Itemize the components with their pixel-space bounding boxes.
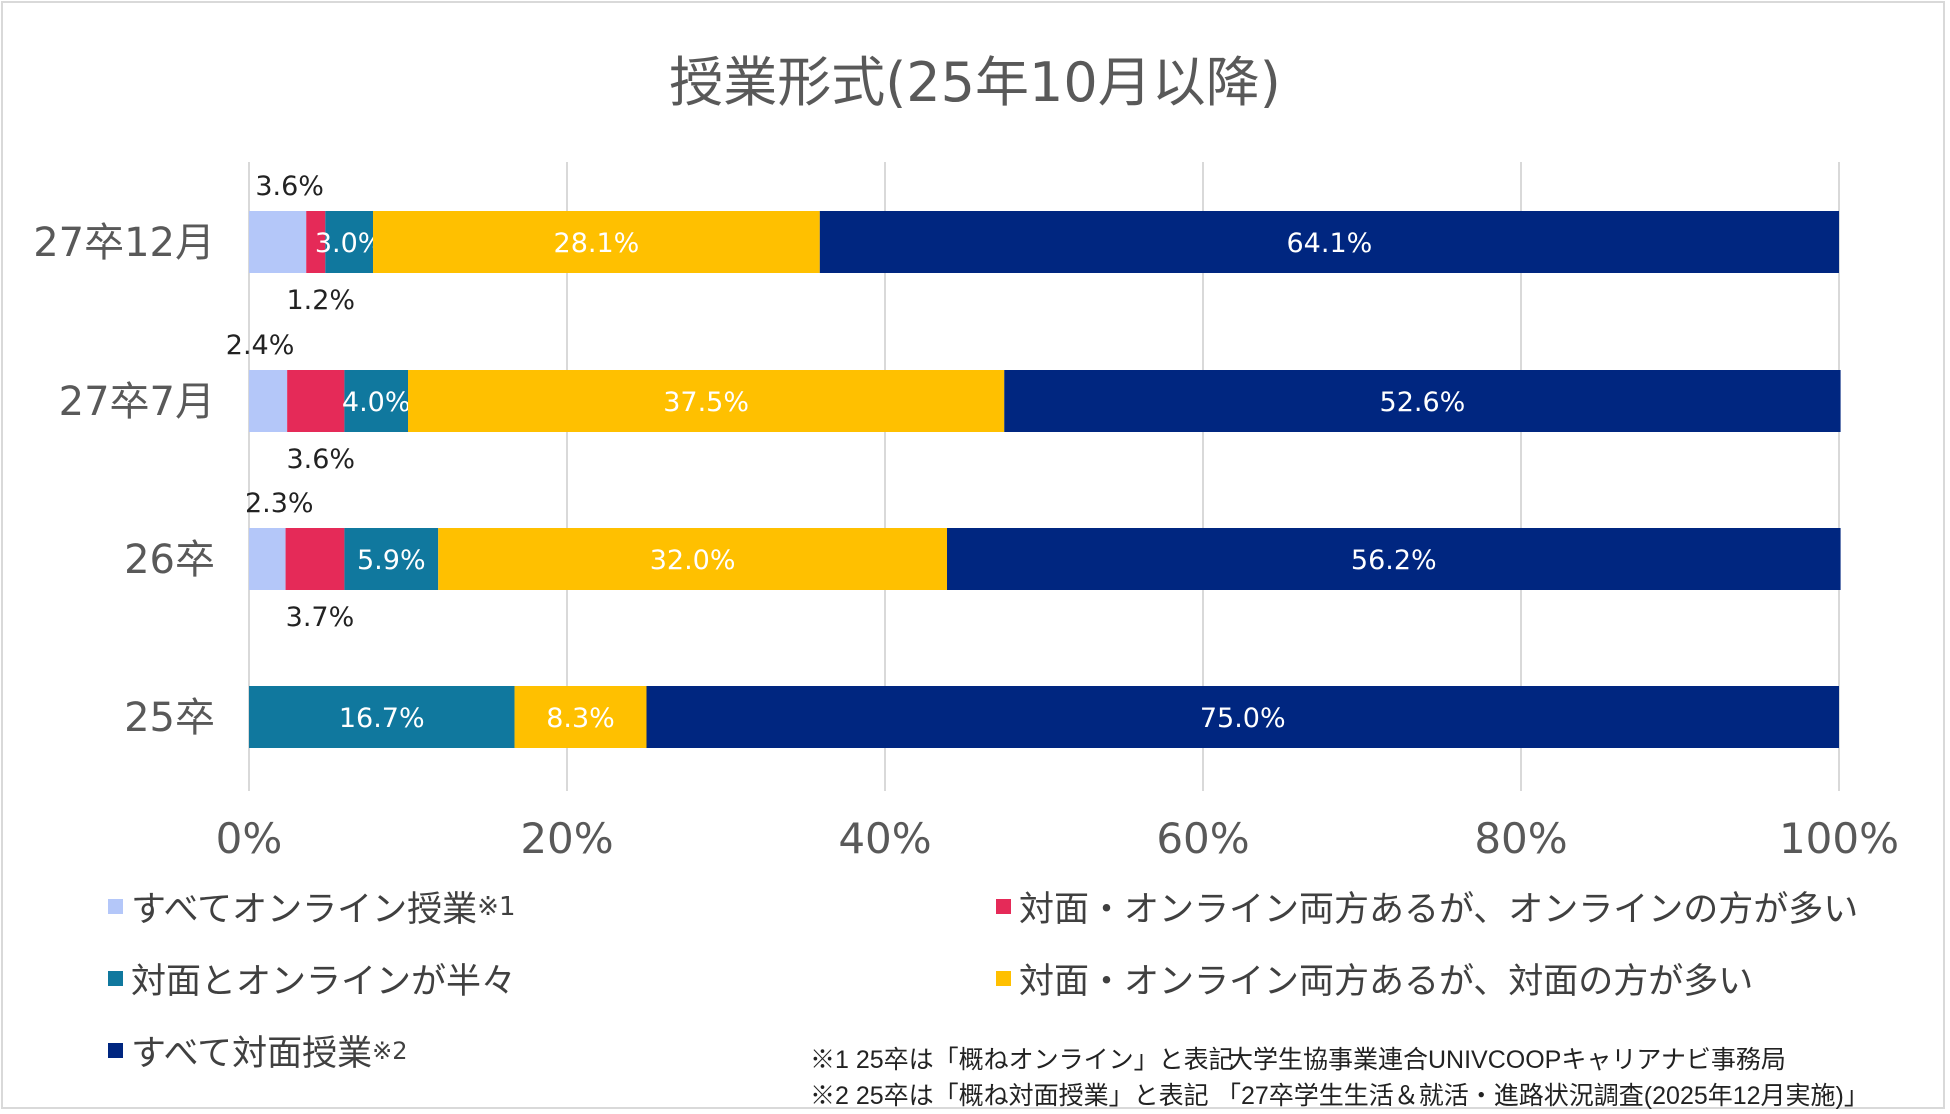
data-label: 28.1% [554,228,640,259]
data-label: 1.2% [286,285,355,316]
x-tick-label: 20% [520,814,613,863]
legend-label: 対面・オンライン両方あるが、対面の方が多い [1019,962,1754,1002]
legend-note: ※2 [372,1036,408,1065]
legend-label: 対面・オンライン両方あるが、オンラインの方が多い [1019,890,1859,930]
source-organization: 大学生協事業連合UNIVCOOPキャリアナビ事務局 [1228,1046,1786,1074]
source-survey: 「27卒学生生活＆就活・進路状況調査(2025年12月実施)」 [1216,1082,1869,1110]
bar-segment [373,211,820,273]
chart-title: 授業形式(25年10月以降) [669,51,1281,114]
legend-note: ※1 [477,891,516,922]
x-tick-label: 80% [1474,814,1567,863]
data-label: 4.0% [342,387,411,418]
data-label: 52.6% [1380,387,1466,418]
legend-swatch [108,1043,123,1058]
bar-segment [249,211,307,273]
data-label: 64.1% [1287,228,1373,259]
category-label: 25卒 [124,695,215,741]
footnote-2: ※2 25卒は「概ね対面授業」と表記 [810,1082,1209,1110]
legend-swatch [996,971,1011,986]
data-label: 75.0% [1200,703,1286,734]
data-label: 3.7% [286,602,355,633]
data-label: 32.0% [650,545,736,576]
data-label: 2.3% [245,488,314,519]
legend-item-all-online: すべてオンライン授業 ※1 [108,881,515,932]
legend-label: 対面とオンラインが半々 [131,962,517,1002]
legend-item-mostly-online: 対面・オンライン両方あるが、オンラインの方が多い [996,881,1858,932]
legend-item-half: 対面とオンラインが半々 [108,953,516,1004]
data-label: 3.0% [315,228,384,259]
x-tick-label: 60% [1156,814,1249,863]
bar-segment [408,370,1005,432]
data-label: 56.2% [1351,545,1437,576]
bar-segment [344,528,439,590]
category-label: 26卒 [124,537,215,583]
legend-item-all-inperson: すべて対面授業 ※2 [108,1025,408,1076]
bar-segment [285,528,345,590]
legend-swatch [108,899,123,914]
bar-segment [646,686,1839,748]
legend-swatch [108,971,123,986]
bar-segment [438,528,948,590]
bar-segment [344,370,408,432]
x-tick-label: 0% [216,814,283,863]
bar-segment [287,370,345,432]
x-tick-label: 100% [1779,814,1899,863]
legend-label: すべてオンライン授業 [131,890,478,930]
category-label: 27卒7月 [59,379,215,425]
data-label: 2.4% [226,330,295,361]
bar-segment [249,686,515,748]
data-label: 3.6% [255,171,324,202]
bar-segment [514,686,647,748]
data-label: 37.5% [663,387,749,418]
data-label: 5.9% [357,545,426,576]
data-label: 16.7% [339,703,425,734]
legend-swatch [996,899,1011,914]
bar-segment [249,370,288,432]
data-label: 8.3% [546,703,615,734]
footnote-1: ※1 25卒は「概ねオンライン」と表記 [810,1046,1234,1074]
x-tick-label: 40% [838,814,931,863]
bar-segment [819,211,1839,273]
legend-label: すべて対面授業 [131,1034,373,1074]
bar-segment [249,528,286,590]
bar-segment [306,211,326,273]
bar-segment [947,528,1841,590]
bar-segment [325,211,374,273]
bar-segment [1004,370,1841,432]
legend-item-mostly-inperson: 対面・オンライン両方あるが、対面の方が多い [996,953,1753,1004]
data-label: 3.6% [286,444,355,475]
category-label: 27卒12月 [33,220,215,266]
